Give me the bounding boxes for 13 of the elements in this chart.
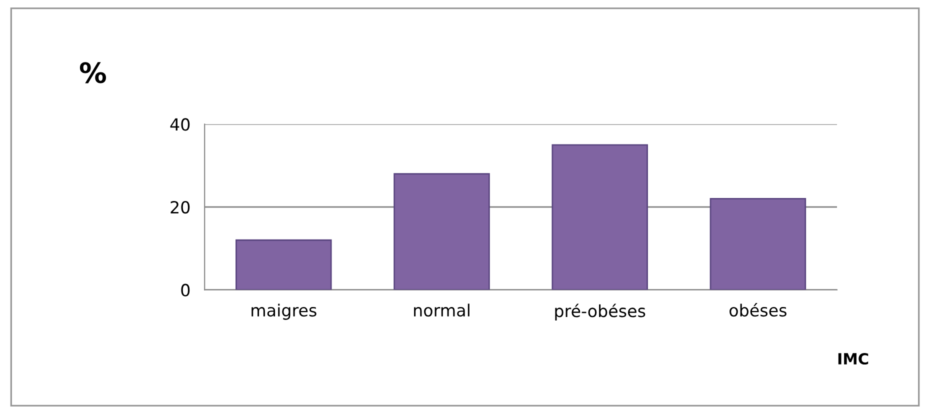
x-tick-label: normal: [414, 304, 470, 317]
x-tick-label: obéses: [730, 303, 786, 317]
chart-title: %: [80, 62, 106, 84]
y-tick-label: 40: [170, 118, 190, 131]
x-axis-title: IMC: [838, 352, 868, 365]
bar: [710, 198, 806, 290]
y-tick-label: 0: [181, 284, 190, 296]
bar: [552, 144, 648, 290]
x-tick-label: pré-obéses: [555, 304, 646, 320]
y-tick-label: 20: [170, 200, 190, 214]
x-tick-label: maigres: [252, 304, 316, 320]
bar: [236, 239, 332, 290]
bar: [394, 173, 490, 290]
